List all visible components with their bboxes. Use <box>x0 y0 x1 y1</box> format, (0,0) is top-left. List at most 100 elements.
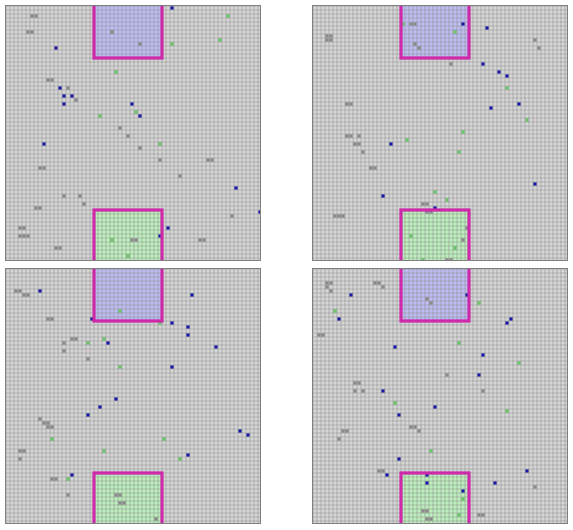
obstacle-cell <box>477 513 481 517</box>
obstacle-cell <box>353 389 357 393</box>
top-zone-fill <box>94 269 162 321</box>
blue-agent-cell <box>477 373 481 377</box>
green-agent-cell <box>453 246 457 250</box>
obstacle-cell <box>429 301 433 305</box>
green-agent-cell <box>405 138 409 142</box>
green-agent-cell <box>50 437 54 441</box>
obstacle-cell <box>425 509 429 513</box>
green-agent-cell <box>457 341 461 345</box>
obstacle-cell <box>38 417 42 421</box>
obstacle-cell <box>22 226 26 230</box>
blue-agent-cell <box>425 473 429 477</box>
top-zone-fill <box>401 6 469 58</box>
obstacle-cell <box>130 238 134 242</box>
blue-agent-cell <box>517 102 521 106</box>
obstacle-cell <box>30 30 34 34</box>
blue-agent-cell <box>505 74 509 78</box>
obstacle-cell <box>345 102 349 106</box>
obstacle-cell <box>30 14 34 18</box>
obstacle-cell <box>329 38 333 42</box>
obstacle-cell <box>230 214 234 218</box>
obstacle-cell <box>329 289 333 293</box>
blue-agent-cell-group <box>42 6 260 238</box>
green-agent-cell <box>461 497 465 501</box>
green-agent-cell <box>505 86 509 90</box>
blue-agent-cell-group <box>38 289 250 477</box>
green-agent-cell <box>102 337 106 341</box>
top-zone-border <box>399 6 471 60</box>
obstacle-cell <box>114 493 118 497</box>
blue-agent-cell <box>234 186 238 190</box>
panel-4-canvas <box>313 269 567 523</box>
top-zone <box>401 6 469 58</box>
obstacle-cell-group <box>317 281 537 521</box>
obstacle-cell <box>22 293 26 297</box>
obstacle-cell <box>533 38 537 42</box>
green-agent-cell <box>110 238 114 242</box>
blue-agent-cell <box>397 413 401 417</box>
blue-agent-cell-group <box>337 293 529 493</box>
obstacle-cell <box>26 234 30 238</box>
green-agent-cell <box>453 30 457 34</box>
obstacle-cell <box>357 142 361 146</box>
obstacle-cell <box>154 517 158 521</box>
obstacle-cell <box>74 337 78 341</box>
obstacle-cell <box>425 297 429 301</box>
obstacle-cell-group <box>18 14 234 250</box>
obstacle-cell <box>381 469 385 473</box>
obstacle-cell <box>425 202 429 206</box>
blue-agent-cell <box>381 194 385 198</box>
obstacle-cell <box>18 449 22 453</box>
grid-panel-top-left <box>5 5 261 261</box>
obstacle-cell <box>413 22 417 26</box>
grid-lines <box>6 6 260 260</box>
blue-agent-cell-group <box>381 22 537 210</box>
blue-agent-cell <box>170 321 174 325</box>
obstacle-cell <box>134 238 138 242</box>
obstacle-cell <box>38 166 42 170</box>
blue-agent-cell <box>70 473 74 477</box>
green-agent-cell <box>457 150 461 154</box>
obstacle-cell <box>341 429 345 433</box>
obstacle-cell <box>50 78 54 82</box>
blue-agent-cell <box>114 397 118 401</box>
blue-agent-cell <box>70 94 74 98</box>
obstacle-cell <box>82 202 86 206</box>
obstacle-cell <box>409 425 413 429</box>
green-agent-cell <box>86 341 90 345</box>
blue-agent-cell <box>337 317 341 321</box>
obstacle-cell <box>445 373 449 377</box>
obstacle-cell <box>429 517 433 521</box>
bottom-zone <box>94 210 162 260</box>
green-agent-cell <box>98 114 102 118</box>
bottom-zone <box>94 473 162 523</box>
obstacle-cell <box>46 317 50 321</box>
blue-agent-cell <box>461 489 465 493</box>
blue-agent-cell <box>481 62 485 66</box>
obstacle-cell <box>353 142 357 146</box>
green-agent-cell <box>461 130 465 134</box>
bottom-zone-border <box>92 208 164 260</box>
obstacle-cell <box>345 429 349 433</box>
blue-agent-cell <box>42 142 46 146</box>
obstacle-cell <box>413 42 417 46</box>
obstacle-cell <box>361 150 365 154</box>
blue-agent-cell <box>489 106 493 110</box>
obstacle-cell <box>118 493 122 497</box>
green-agent-cell <box>401 22 405 26</box>
obstacle-cell <box>353 381 357 385</box>
green-agent-cell-group <box>50 309 182 481</box>
green-agent-cell <box>333 309 337 313</box>
blue-agent-cell <box>138 114 142 118</box>
obstacle-cell-group <box>14 289 158 521</box>
green-agent-cell <box>134 110 138 114</box>
blue-agent-cell <box>166 226 170 230</box>
obstacle-cell <box>345 134 349 138</box>
obstacle-cell <box>46 78 50 82</box>
obstacle-cell <box>357 381 361 385</box>
blue-agent-cell <box>58 86 62 90</box>
green-agent-cell <box>158 321 162 325</box>
top-zone-border <box>92 6 164 60</box>
blue-agent-cell <box>62 94 66 98</box>
blue-agent-cell <box>186 333 190 337</box>
